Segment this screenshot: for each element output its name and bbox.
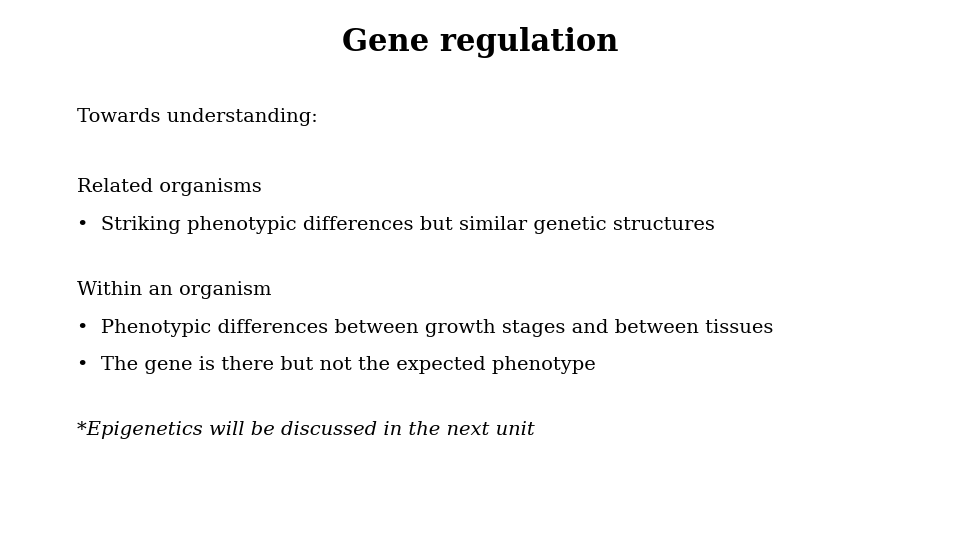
Text: *Epigenetics will be discussed in the next unit: *Epigenetics will be discussed in the ne…	[77, 421, 535, 439]
Text: •  Striking phenotypic differences but similar genetic structures: • Striking phenotypic differences but si…	[77, 216, 714, 234]
Text: Within an organism: Within an organism	[77, 281, 272, 299]
Text: •  The gene is there but not the expected phenotype: • The gene is there but not the expected…	[77, 356, 595, 374]
Text: Gene regulation: Gene regulation	[342, 27, 618, 58]
Text: Related organisms: Related organisms	[77, 178, 261, 196]
Text: Towards understanding:: Towards understanding:	[77, 108, 318, 126]
Text: •  Phenotypic differences between growth stages and between tissues: • Phenotypic differences between growth …	[77, 319, 773, 336]
